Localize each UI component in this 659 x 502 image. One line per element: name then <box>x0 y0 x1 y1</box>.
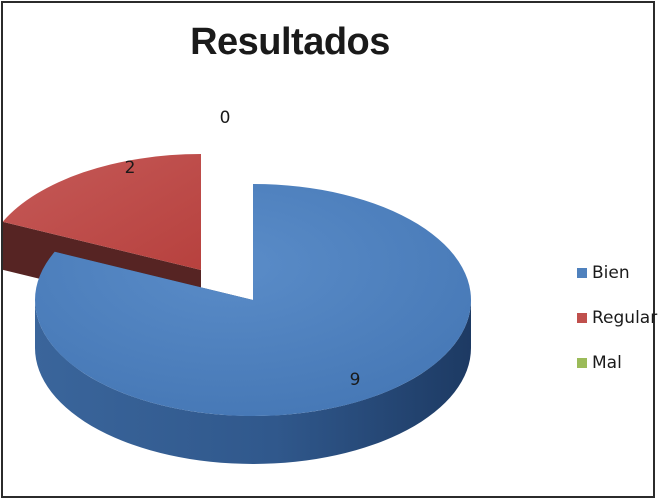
legend-item-mal: Mal <box>577 351 657 375</box>
legend-item-bien: Bien <box>577 261 657 285</box>
pie-slice-bien <box>35 184 472 464</box>
slice-top-regular <box>3 154 201 270</box>
chart-title: Resultados <box>190 21 390 63</box>
legend-swatch-mal <box>577 358 587 368</box>
slice-top-bien <box>35 184 472 416</box>
legend-swatch-bien <box>577 268 587 278</box>
legend-label-regular: Regular <box>592 308 658 328</box>
data-label-bien: 9 <box>350 370 361 390</box>
legend: Bien Regular Mal <box>577 261 657 396</box>
legend-swatch-regular <box>577 313 587 323</box>
legend-item-regular: Regular <box>577 306 657 330</box>
legend-label-mal: Mal <box>592 353 622 373</box>
data-label-regular: 2 <box>125 158 136 178</box>
pie-chart: 9 2 0 <box>3 108 472 464</box>
data-label-mal: 0 <box>220 108 231 128</box>
slice-side-bien <box>35 300 471 464</box>
legend-label-bien: Bien <box>592 263 630 283</box>
